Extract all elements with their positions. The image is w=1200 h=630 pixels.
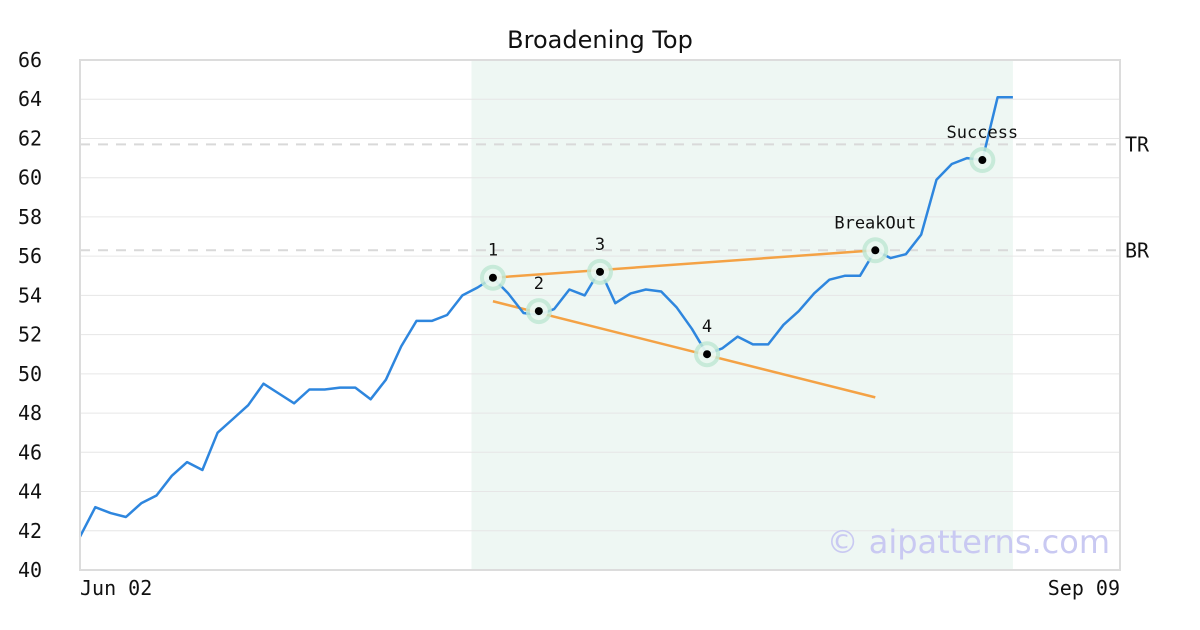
- y-tick-label: 54: [18, 283, 42, 307]
- marker-dot: [978, 156, 987, 165]
- marker-dot: [534, 307, 543, 316]
- level-label-tr: TR: [1125, 132, 1150, 156]
- marker-label: 4: [702, 317, 712, 337]
- y-tick-label: 66: [18, 48, 42, 72]
- trendline: [492, 249, 876, 279]
- marker-label: BreakOut: [834, 213, 916, 233]
- y-tick-label: 42: [18, 519, 42, 543]
- y-tick-label: 48: [18, 401, 42, 425]
- trendline-layer: [492, 249, 876, 399]
- marker-dot: [871, 246, 880, 255]
- marker-label: 1: [488, 241, 498, 261]
- y-tick-label: 44: [18, 480, 42, 504]
- marker-label: Success: [947, 123, 1019, 143]
- x-tick-label: Sep 09: [1048, 576, 1120, 600]
- y-tick-label: 64: [18, 87, 42, 111]
- y-tick-label: 58: [18, 205, 42, 229]
- marker-dot: [596, 267, 604, 276]
- level-label-br: BR: [1125, 238, 1150, 262]
- y-tick-label: 52: [18, 323, 42, 347]
- y-tick-label: 50: [18, 362, 42, 386]
- y-tick-label: 46: [18, 440, 42, 464]
- watermark: © aipatterns.com: [827, 523, 1110, 561]
- x-tick-label: Jun 02: [80, 576, 152, 600]
- y-tick-label: 56: [18, 244, 42, 268]
- background-layer: [471, 60, 1013, 570]
- marker-layer: 1 2 3 4 BreakOut Success: [479, 123, 1019, 368]
- y-tick-label: 40: [18, 558, 42, 582]
- plot-border: [79, 59, 1121, 571]
- level-layer: TR BR: [80, 132, 1150, 262]
- marker-dot: [488, 273, 497, 282]
- marker-label: 2: [534, 274, 544, 294]
- marker-dot: [703, 350, 712, 359]
- y-tick-label: 60: [18, 166, 42, 190]
- pattern-region: [471, 60, 1013, 570]
- trendline: [492, 300, 876, 399]
- marker-label: 3: [595, 235, 605, 255]
- chart-title: Broadening Top: [507, 26, 693, 54]
- y-tick-label: 62: [18, 126, 42, 150]
